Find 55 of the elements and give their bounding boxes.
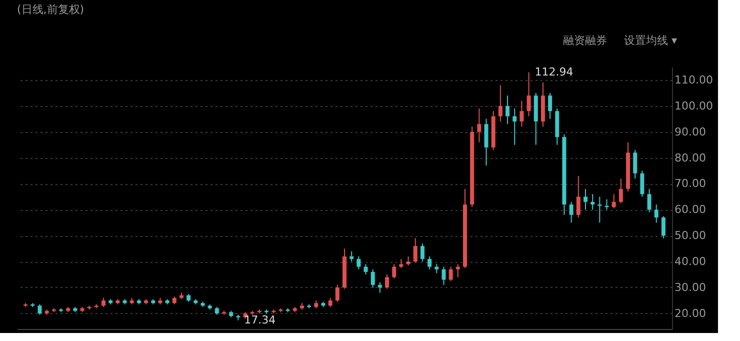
candlestick — [512, 108, 517, 146]
candlestick — [526, 72, 531, 117]
chart-title: (日线,前复权) — [17, 3, 84, 16]
candlestick — [399, 258, 404, 269]
candlestick — [484, 118, 488, 166]
candlestick — [477, 108, 482, 143]
y-tick-label: 100.00 — [674, 99, 713, 112]
candlestick — [598, 196, 602, 224]
candlestick — [506, 95, 510, 125]
y-tick-label: 70.00 — [674, 177, 706, 190]
text: 设置均线 ▾ — [624, 34, 678, 47]
candlestick — [520, 100, 524, 128]
candlestick — [328, 297, 332, 308]
text: 融资融券 — [563, 34, 607, 47]
candlestick — [498, 84, 502, 122]
annotation: 112.94 — [534, 65, 574, 78]
annotation: 17.34 — [244, 313, 276, 326]
candlestick — [456, 264, 460, 278]
y-tick-label: 20.00 — [674, 306, 706, 320]
y-tick-label: 50.00 — [674, 229, 706, 242]
candlestick — [406, 256, 410, 266]
candlestick — [654, 204, 658, 224]
candlestick — [350, 250, 354, 262]
candlestick — [370, 268, 375, 288]
candlestick — [378, 282, 382, 294]
candlestick — [413, 238, 418, 264]
candlestick — [392, 264, 396, 279]
candlestick — [590, 194, 595, 210]
y-tick-label: 30.00 — [674, 280, 706, 294]
candlestick — [428, 256, 432, 270]
y-tick-label: 90.00 — [674, 125, 706, 138]
candlestick — [335, 284, 340, 302]
candlestick — [576, 175, 580, 218]
candlestick — [583, 188, 588, 210]
candlestick — [569, 201, 574, 224]
y-tick-label: 60.00 — [674, 203, 706, 216]
candlestick — [442, 266, 446, 286]
candlestick — [385, 274, 390, 290]
candlestick — [356, 256, 361, 270]
candlestick — [633, 150, 638, 180]
candlestick — [448, 266, 453, 282]
candlestick — [434, 264, 439, 274]
candlestick — [548, 92, 552, 120]
y-tick-label: 40.00 — [674, 255, 706, 268]
candlestick — [661, 216, 666, 239]
candlestick — [420, 242, 424, 262]
candlestick — [612, 194, 616, 209]
y-tick-label: 110.00 — [674, 73, 713, 86]
candlestick — [364, 264, 368, 276]
candlestick — [640, 170, 644, 198]
candlestick — [618, 178, 623, 204]
candlestick — [38, 304, 42, 316]
candlestick — [102, 297, 106, 308]
candlestick — [647, 188, 652, 213]
y-tick-label: 80.00 — [674, 151, 706, 164]
